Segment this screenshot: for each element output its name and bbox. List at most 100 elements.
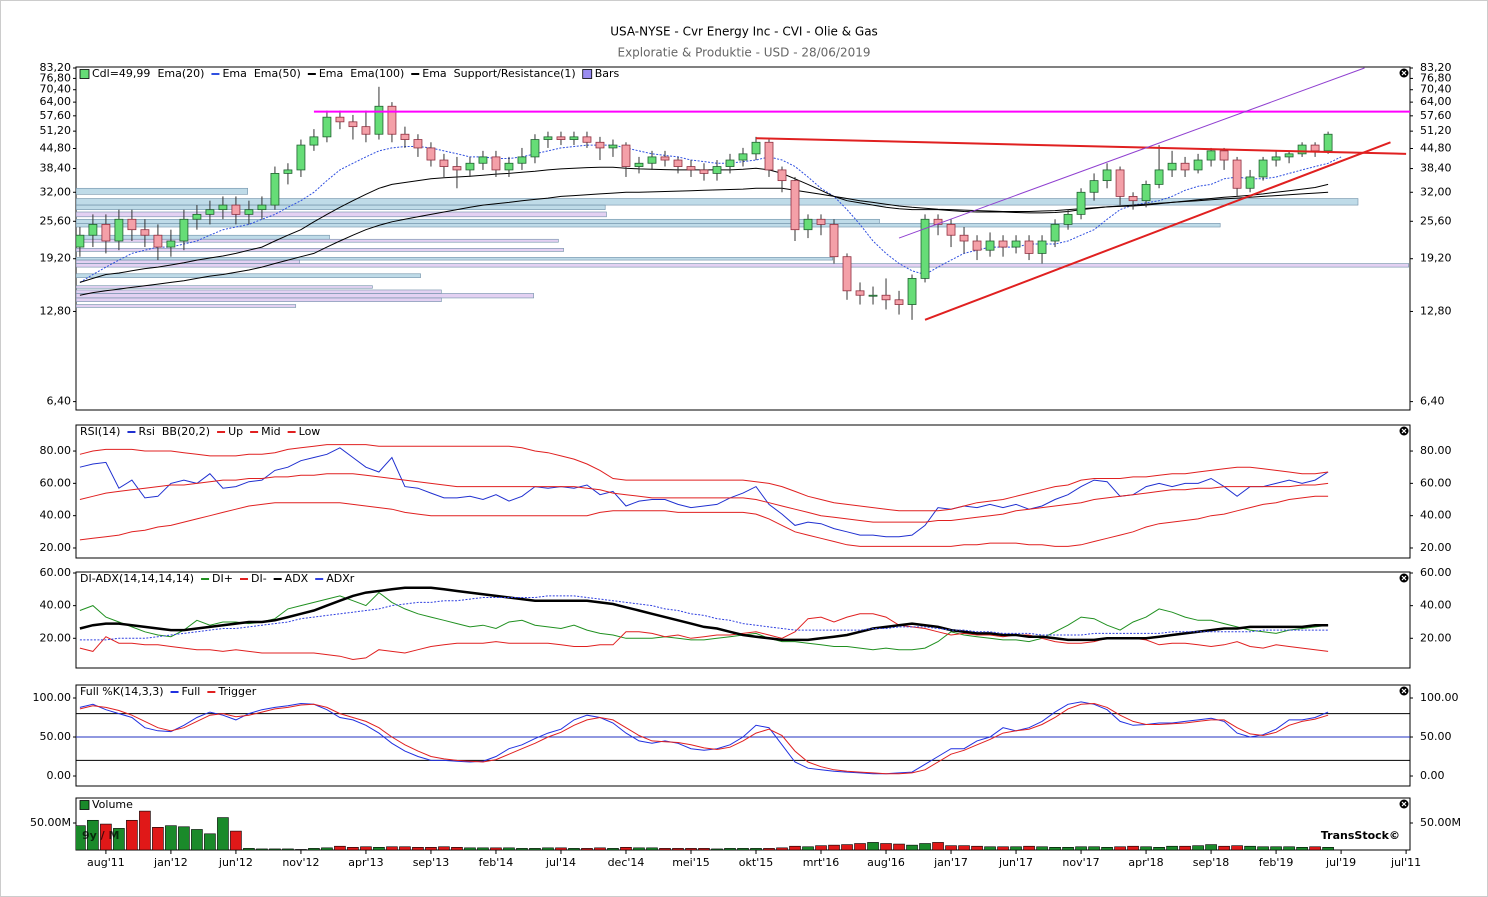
candle-body <box>998 240 1008 248</box>
candle-body <box>634 162 644 167</box>
candle-body <box>335 116 345 123</box>
y-tick-label: 50.00M <box>30 816 71 829</box>
legend-label: Support/Resistance(1) <box>454 67 576 80</box>
volume-bar <box>594 847 606 850</box>
candle-body <box>1245 176 1255 189</box>
volume-bar <box>932 842 944 850</box>
volume-bar <box>802 846 814 850</box>
candle-body <box>1050 223 1060 242</box>
volume-bar <box>1218 845 1230 850</box>
y-tick-label-right: 40.00 <box>1420 599 1452 612</box>
y-tick-label-right: 50.00 <box>1420 730 1452 743</box>
candle-body <box>933 218 943 225</box>
candle-body <box>127 218 137 231</box>
candle-body <box>361 126 371 135</box>
volume-bar <box>451 846 463 850</box>
candle-body <box>543 136 553 140</box>
y-tick-label-right: 44,80 <box>1420 142 1452 155</box>
series-line <box>79 187 1329 296</box>
y-tick-label-right: 40.00 <box>1420 509 1452 522</box>
volume-bar <box>503 847 515 850</box>
x-tick-label: sep'18 <box>1193 856 1230 869</box>
candle-body <box>621 144 631 167</box>
volume-profile-bar <box>76 289 442 294</box>
volume-bar <box>1101 846 1113 850</box>
y-tick-label-right: 32,00 <box>1420 185 1452 198</box>
volume-bar <box>373 846 385 850</box>
volume-bar <box>945 845 957 850</box>
candle-body <box>1076 191 1086 215</box>
volume-bar <box>1010 846 1022 850</box>
volume-bar <box>438 846 450 850</box>
legend-label: DI+ <box>212 572 233 585</box>
volume-bar <box>568 848 580 850</box>
candle-body <box>452 166 462 171</box>
volume-bar <box>1322 846 1334 850</box>
candle-body <box>1258 159 1268 178</box>
volume-bar <box>880 843 892 850</box>
y-tick-label: 80.00 <box>40 444 72 457</box>
legend-label: Ema(100) <box>350 67 404 80</box>
legend-label: DI-ADX(14,14,14,14) <box>80 572 194 585</box>
volume-bar <box>282 848 294 850</box>
y-tick-label-right: 60.00 <box>1420 476 1452 489</box>
candle-body <box>777 169 787 182</box>
trend-line <box>924 141 1391 321</box>
candle-body <box>1297 144 1307 155</box>
y-tick-label: 100.00 <box>33 691 72 704</box>
legend-label: Ema(50) <box>254 67 301 80</box>
volume-bar <box>1192 845 1204 850</box>
candle-body <box>192 213 202 220</box>
y-tick-label: 70,40 <box>40 83 72 96</box>
series-line <box>79 586 1329 642</box>
candle-body <box>946 223 956 236</box>
legend-label: Bars <box>595 67 620 80</box>
candle-body <box>101 223 111 242</box>
y-tick-label-right: 51,20 <box>1420 124 1452 137</box>
volume-bar <box>698 848 710 850</box>
y-tick-label-right: 6,40 <box>1420 395 1445 408</box>
volume-bar <box>1205 844 1217 850</box>
period-label: 9y / M <box>82 829 119 842</box>
candle-body <box>881 294 891 301</box>
y-tick-label-right: 12,80 <box>1420 304 1452 317</box>
x-tick-label: mei'15 <box>672 856 710 869</box>
y-tick-label: 57,60 <box>40 109 72 122</box>
candle-body <box>1115 169 1125 197</box>
series-line <box>79 702 1329 775</box>
candle-body <box>1232 159 1242 189</box>
y-tick-label-right: 20.00 <box>1420 631 1452 644</box>
volume-profile-bar <box>76 248 564 252</box>
candle-body <box>608 144 618 149</box>
legend-label: Trigger <box>217 685 256 698</box>
candle-body <box>1037 240 1047 254</box>
legend-swatch <box>582 69 593 79</box>
volume-profile-bar <box>76 297 442 302</box>
volume-bar <box>646 847 658 850</box>
candle-body <box>1271 156 1281 161</box>
volume-bar <box>581 848 593 850</box>
trend-line <box>755 137 1407 155</box>
y-tick-label: 60.00 <box>40 476 72 489</box>
candle-body <box>1024 240 1034 254</box>
candle-body <box>1323 133 1333 152</box>
candle-body <box>348 121 358 128</box>
x-tick-label: apr'18 <box>1128 856 1163 869</box>
candle-body <box>1219 150 1229 161</box>
candle-body <box>257 204 267 211</box>
volume-bar <box>906 844 918 850</box>
y-tick-label: 64,00 <box>40 95 72 108</box>
volume-bar <box>555 847 567 850</box>
candle-body <box>790 180 800 231</box>
series-line <box>79 473 1329 523</box>
candle-body <box>374 105 384 135</box>
volume-profile-bar <box>76 187 248 195</box>
candle-body <box>1089 180 1099 193</box>
volume-bar <box>1088 846 1100 850</box>
volume-bar <box>1036 846 1048 850</box>
plot-area <box>79 444 1329 547</box>
y-tick-label: 32,00 <box>40 185 72 198</box>
volume-bar <box>412 846 424 850</box>
volume-profile-bar <box>76 198 1359 206</box>
volume-profile-bar <box>76 273 421 278</box>
